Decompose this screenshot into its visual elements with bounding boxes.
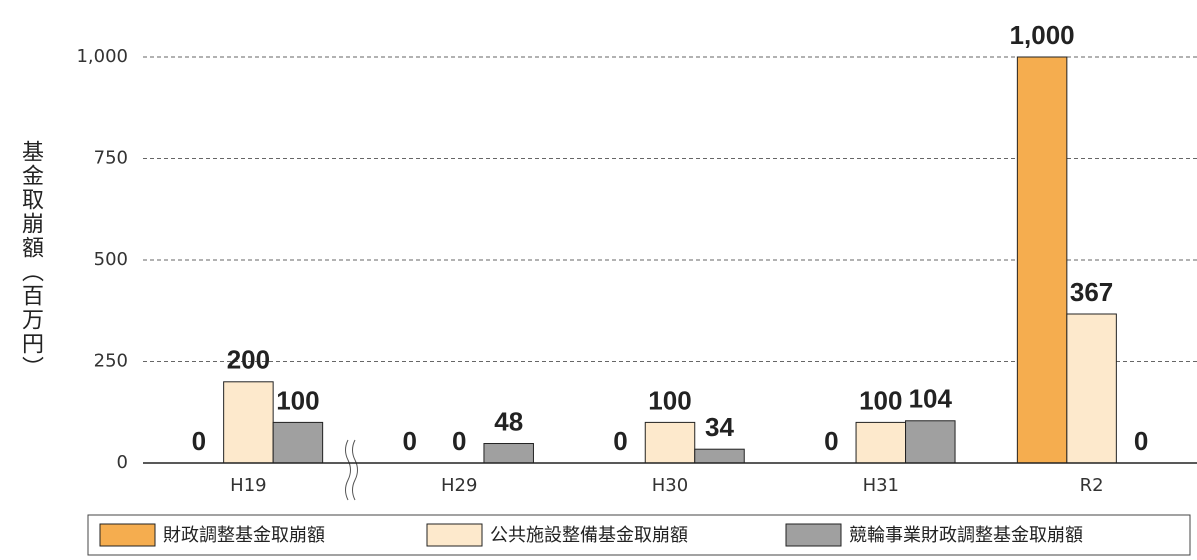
bar bbox=[272, 421, 324, 464]
bar bbox=[483, 443, 534, 464]
legend-label: 財政調整基金取崩額 bbox=[163, 525, 325, 546]
x-tick-label: R2 bbox=[1080, 475, 1104, 496]
value-label: 104 bbox=[909, 384, 953, 414]
break-line bbox=[352, 439, 358, 501]
bar bbox=[223, 381, 274, 464]
y-tick-label: 250 bbox=[94, 351, 128, 372]
value-label: 34 bbox=[705, 412, 734, 442]
legend-swatch bbox=[785, 523, 842, 547]
legend-label: 公共施設整備基金取崩額 bbox=[490, 525, 688, 546]
value-label: 0 bbox=[1134, 426, 1148, 456]
x-tick-label: H29 bbox=[441, 475, 477, 496]
value-label: 1,000 bbox=[1010, 20, 1075, 50]
value-label: 0 bbox=[192, 426, 206, 456]
legend-box bbox=[87, 514, 1191, 556]
bar bbox=[855, 421, 907, 464]
y-axis-label: 基金取崩額（百万円） bbox=[18, 140, 44, 380]
bar bbox=[1016, 56, 1068, 464]
y-tick-label: 500 bbox=[94, 249, 128, 270]
break-line bbox=[345, 439, 351, 501]
y-tick-label: 750 bbox=[94, 148, 128, 169]
x-tick-label: H30 bbox=[652, 475, 688, 496]
value-label: 100 bbox=[859, 385, 902, 415]
value-label: 0 bbox=[613, 426, 627, 456]
x-tick-label: H31 bbox=[863, 475, 899, 496]
value-label: 0 bbox=[824, 426, 838, 456]
value-label: 0 bbox=[452, 426, 466, 456]
value-label: 200 bbox=[227, 345, 270, 375]
legend-swatch bbox=[426, 523, 483, 547]
bar bbox=[644, 421, 696, 464]
bar bbox=[694, 448, 745, 464]
value-label: 100 bbox=[276, 385, 319, 415]
legend-label: 競輪事業財政調整基金取崩額 bbox=[849, 525, 1083, 546]
y-tick-label: 0 bbox=[117, 452, 128, 473]
value-label: 48 bbox=[494, 406, 523, 436]
value-label: 100 bbox=[648, 385, 691, 415]
value-label: 0 bbox=[402, 426, 416, 456]
legend-swatch bbox=[99, 523, 156, 547]
y-tick-label: 1,000 bbox=[76, 46, 128, 67]
axis-break bbox=[345, 439, 358, 501]
x-tick-label: H19 bbox=[230, 475, 266, 496]
value-label: 367 bbox=[1070, 277, 1113, 307]
bar bbox=[1066, 313, 1117, 464]
bar bbox=[905, 420, 956, 464]
